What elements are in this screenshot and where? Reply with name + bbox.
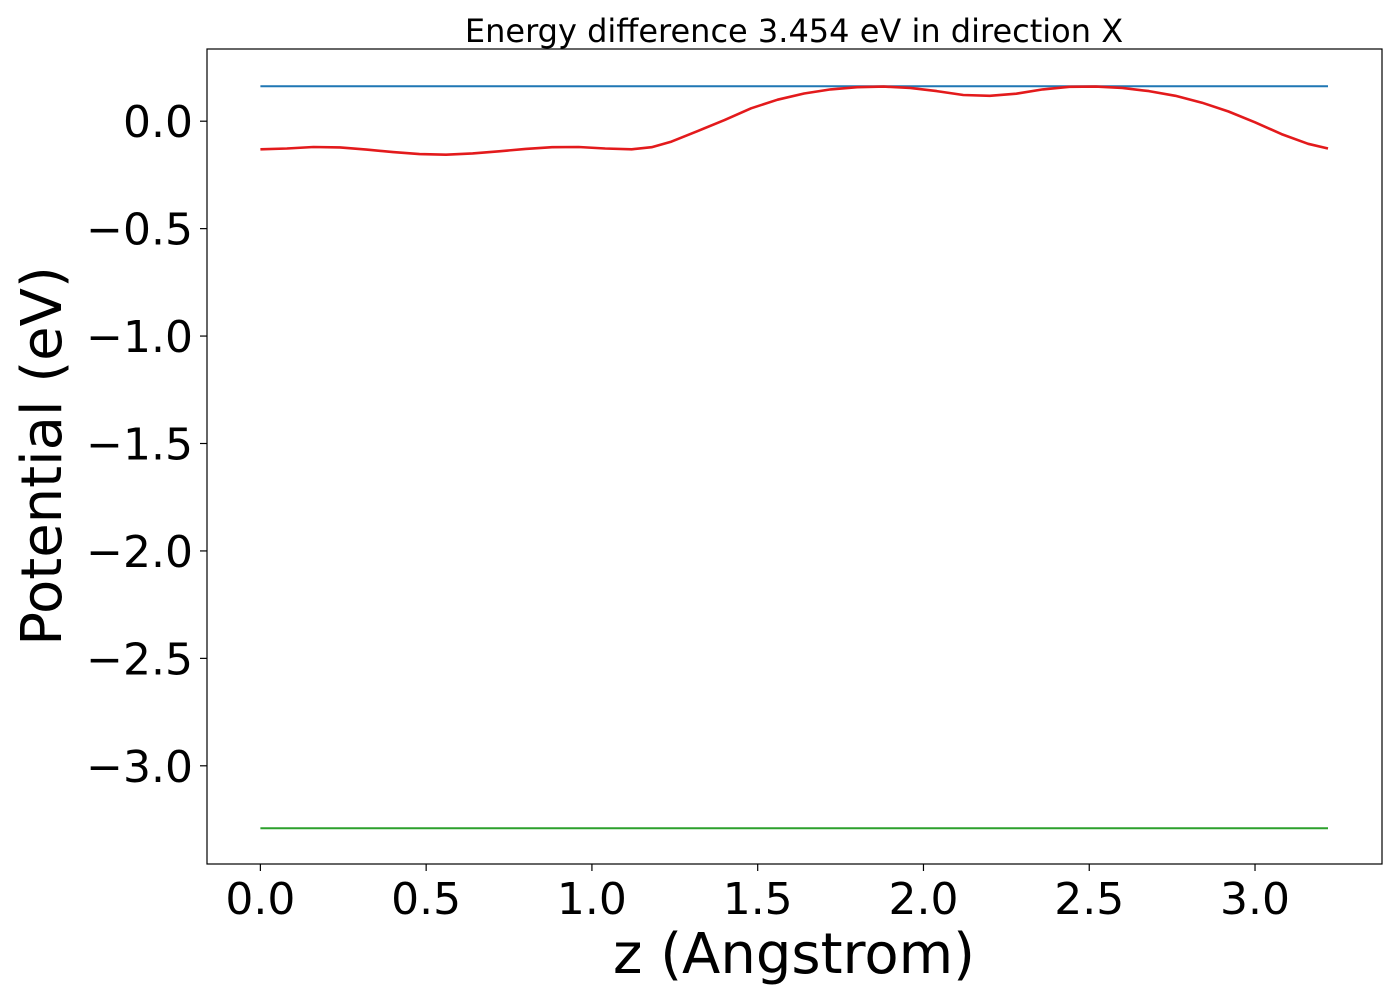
x-tick-label: 1.0 <box>557 874 627 925</box>
x-tick-label: 0.5 <box>391 874 461 925</box>
chart-title: Energy difference 3.454 eV in direction … <box>465 12 1123 50</box>
y-tick-label: −2.0 <box>86 527 193 578</box>
x-tick-label: 3.0 <box>1220 874 1290 925</box>
y-tick-label: −1.0 <box>86 312 193 363</box>
y-tick-label: −2.5 <box>86 634 193 685</box>
y-tick-label: 0.0 <box>123 97 193 148</box>
x-axis-label: z (Angstrom) <box>613 922 975 987</box>
x-tick-label: 0.0 <box>225 874 295 925</box>
series-layer <box>260 85 1329 830</box>
series-line-3 <box>260 85 1329 156</box>
x-tick-label: 1.5 <box>723 874 793 925</box>
y-axis-ticks: 0.0 −0.5 −1.0 −1.5 −2.0 −2.5 −3.0 <box>86 97 207 793</box>
x-tick-label: 2.0 <box>888 874 958 925</box>
plot-area <box>206 48 1383 865</box>
x-axis-ticks: 0.0 0.5 1.0 1.5 2.0 2.5 3.0 <box>225 864 1290 925</box>
y-tick-label: −0.5 <box>86 205 193 256</box>
y-tick-label: −3.0 <box>86 742 193 793</box>
y-axis-label: Potential (eV) <box>10 266 75 646</box>
y-tick-label: −1.5 <box>86 420 193 471</box>
x-tick-label: 2.5 <box>1054 874 1124 925</box>
